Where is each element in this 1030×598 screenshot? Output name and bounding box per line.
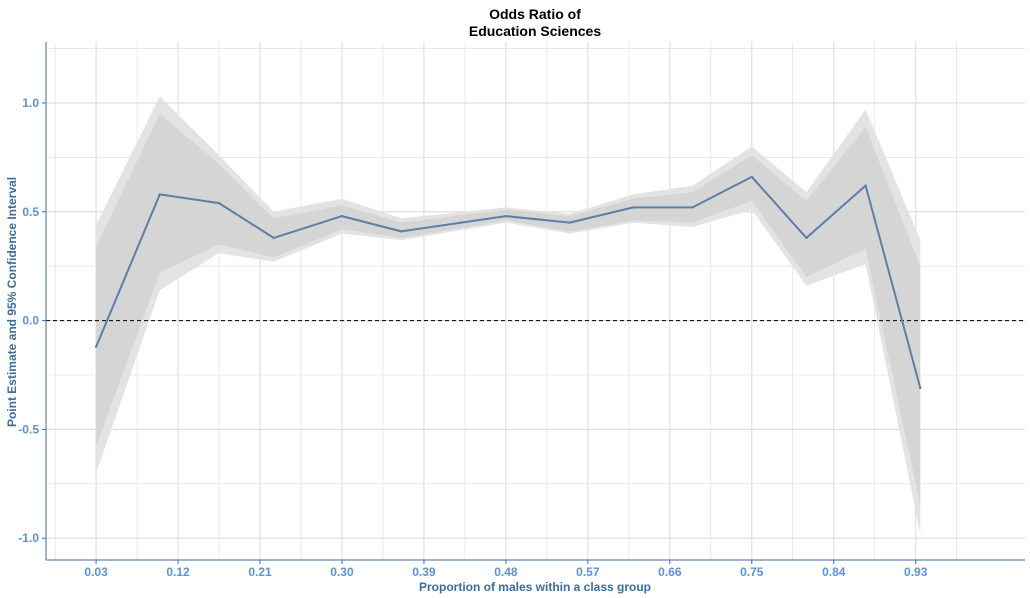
series-line-point-estimate [95, 175, 922, 389]
data-point [919, 386, 922, 390]
x-tick-label: 0.75 [740, 565, 764, 579]
axes [42, 42, 1025, 564]
data-point [750, 175, 753, 179]
data-point [399, 230, 403, 233]
y-tick-label: 0.5 [22, 205, 39, 219]
x-tick-label: 0.48 [494, 565, 518, 579]
x-tick-label: 0.30 [330, 565, 354, 579]
series-layer [94, 175, 922, 390]
data-point [272, 236, 275, 240]
confidence-band-outer [96, 96, 921, 534]
x-axis-title: Proportion of males within a class group [419, 580, 651, 594]
x-tick-label: 0.12 [166, 565, 190, 579]
x-tick-label: 0.03 [84, 565, 108, 579]
x-tick-label: 0.66 [658, 565, 682, 579]
data-point [805, 236, 808, 240]
confidence-bands [96, 96, 921, 534]
data-point [94, 345, 98, 348]
confidence-band-inner [96, 113, 921, 506]
data-point [158, 193, 162, 196]
x-tick-label: 0.57 [576, 565, 600, 579]
y-tick-label: -0.5 [18, 422, 39, 436]
x-tick-label: 0.21 [248, 565, 272, 579]
y-tick-label: 0.0 [22, 314, 39, 328]
x-tick-label: 0.39 [412, 565, 436, 579]
tick-labels: 0.03 0.12 0.21 0.30 0.39 0.48 0.57 0.66 0.75 0.84… [18, 96, 927, 579]
x-tick-label: 0.84 [822, 565, 846, 579]
data-point [568, 221, 571, 224]
chart-subtitle: Education Sciences [469, 23, 601, 39]
data-point [340, 214, 344, 218]
grid [46, 42, 1025, 560]
y-tick-label: -1.0 [18, 531, 39, 545]
y-axis-title: Point Estimate and 95% Confidence Interv… [5, 177, 19, 427]
chart-title: Odds Ratio of [489, 6, 581, 22]
x-tick-label: 0.93 [904, 565, 928, 579]
data-point [504, 214, 508, 218]
data-point [632, 206, 635, 209]
data-point [691, 206, 694, 209]
y-tick-label: 1.0 [22, 96, 39, 110]
data-point [217, 201, 221, 205]
data-point [864, 184, 867, 187]
